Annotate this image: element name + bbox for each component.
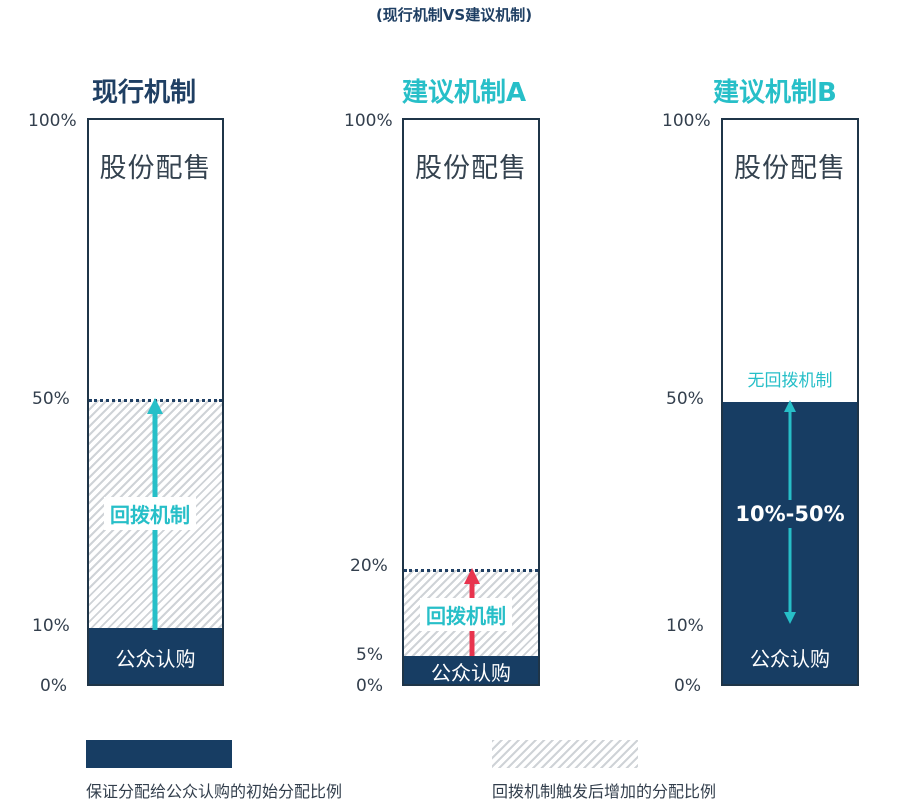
current-tick-50: 50% — [32, 389, 70, 409]
current-tick-100: 100% — [28, 111, 77, 131]
proposal-a-tick-5: 5% — [356, 645, 383, 665]
proposal-a-public-label: 公众认购 — [431, 661, 511, 685]
current-tick-0: 0% — [40, 676, 67, 696]
current-stock-label: 股份配售 — [99, 153, 212, 184]
proposal-b-no-clawback-label: 无回拨机制 — [747, 371, 833, 391]
current-bar: 股份配售 公众认购 — [87, 118, 224, 686]
proposal-a-tick-0: 0% — [356, 676, 383, 696]
page-title: (现行机制VS建议机制) — [375, 6, 533, 24]
legend-solid-swatch — [86, 740, 232, 768]
legend-hatch-label: 回拨机制触发后增加的分配比例 — [492, 782, 717, 801]
current-title: 现行机制 — [92, 78, 197, 108]
current-public-area — [89, 628, 222, 684]
proposal-a-tick-100: 100% — [344, 111, 393, 131]
proposal-a-title: 建议机制A — [402, 78, 527, 108]
legend-hatch-swatch — [492, 740, 638, 768]
proposal-b-tick-0: 0% — [674, 676, 701, 696]
current-public-label: 公众认购 — [115, 647, 196, 671]
proposal-a-tick-20: 20% — [350, 556, 388, 576]
legend-solid-label: 保证分配给公众认购的初始分配比例 — [86, 782, 343, 801]
proposal-b-tick-50: 50% — [666, 389, 704, 409]
current-tick-10: 10% — [32, 616, 70, 636]
current-arrow-label: 回拨机制 — [104, 497, 196, 530]
proposal-b-tick-100: 100% — [662, 111, 711, 131]
proposal-b-tick-10: 10% — [666, 616, 704, 636]
proposal-b-title: 建议机制B — [713, 78, 837, 108]
proposal-a-arrow-label: 回拨机制 — [420, 598, 512, 631]
proposal-b-stock-label: 股份配售 — [734, 153, 846, 184]
proposal-b-range-label: 10%-50% — [730, 500, 850, 528]
proposal-a-public-area — [404, 656, 538, 684]
proposal-b-public-label: 公众认购 — [750, 647, 830, 671]
proposal-a-stock-label: 股份配售 — [415, 153, 527, 184]
